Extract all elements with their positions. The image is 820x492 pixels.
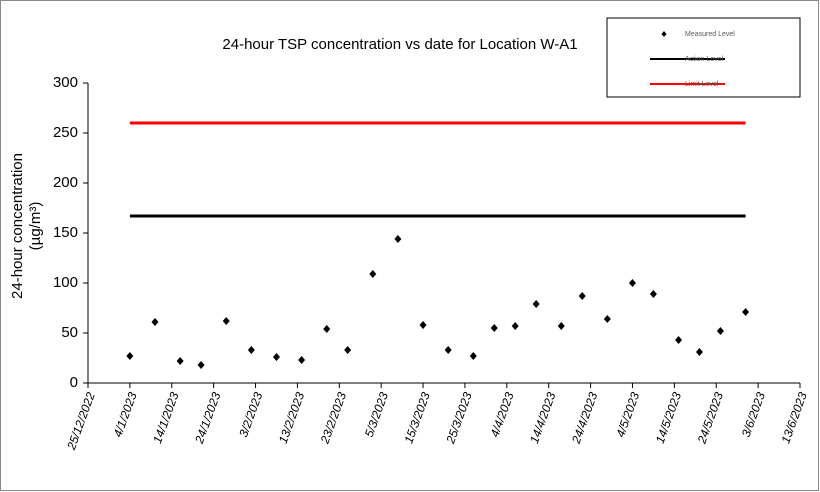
data-point	[695, 348, 703, 356]
data-point	[557, 322, 565, 330]
y-tick-label: 200	[53, 174, 78, 191]
data-point	[603, 315, 611, 323]
y-tick-label: 0	[70, 374, 78, 391]
data-point	[649, 290, 657, 298]
data-point	[511, 322, 519, 330]
y-axis-label: 24-hour concentration	[9, 153, 26, 299]
data-point	[126, 352, 134, 360]
data-point	[298, 356, 306, 364]
legend-label: Limit Level	[685, 81, 719, 88]
data-point	[197, 361, 205, 369]
data-point	[222, 317, 230, 325]
y-axis-label: (µg/m³)	[27, 202, 44, 251]
y-tick-label: 100	[53, 274, 78, 291]
y-tick-label: 300	[53, 74, 78, 91]
data-point	[247, 346, 255, 354]
y-tick-label: 250	[53, 124, 78, 141]
data-point	[272, 353, 280, 361]
data-point	[675, 336, 683, 344]
data-point	[578, 292, 586, 300]
data-point	[742, 308, 750, 316]
data-point	[444, 346, 452, 354]
data-point	[419, 321, 427, 329]
legend-label: Measured Level	[685, 31, 735, 38]
data-point	[532, 300, 540, 308]
data-point	[344, 346, 352, 354]
data-point	[176, 357, 184, 365]
data-point	[151, 318, 159, 326]
y-tick-label: 150	[53, 224, 78, 241]
chart-title: 24-hour TSP concentration vs date for Lo…	[222, 36, 577, 53]
data-point	[490, 324, 498, 332]
data-point	[716, 327, 724, 335]
legend-marker	[661, 31, 667, 37]
data-point	[469, 352, 477, 360]
legend-label: Action Level	[685, 56, 724, 63]
data-point	[369, 270, 377, 278]
data-point	[628, 279, 636, 287]
data-point	[323, 325, 331, 333]
data-point	[394, 235, 402, 243]
y-tick-label: 50	[61, 324, 78, 341]
